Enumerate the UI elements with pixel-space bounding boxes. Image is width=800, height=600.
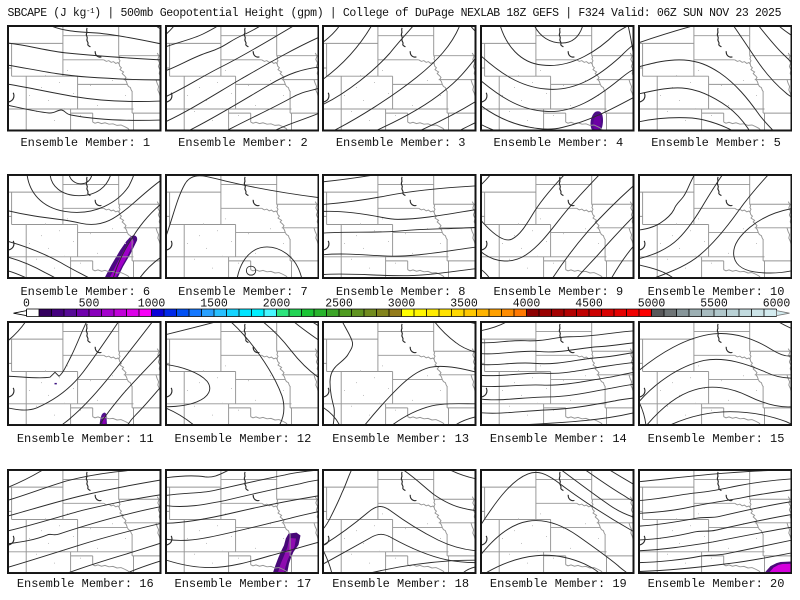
svg-text:4500: 4500 [575, 298, 603, 311]
svg-text:3500: 3500 [450, 298, 478, 311]
svg-text:4000: 4000 [513, 298, 541, 311]
svg-text:1000: 1000 [138, 298, 166, 311]
svg-text:6000: 6000 [763, 298, 791, 311]
svg-text:3000: 3000 [388, 298, 416, 311]
svg-text:5500: 5500 [700, 298, 728, 311]
svg-text:5000: 5000 [638, 298, 666, 311]
svg-text:500: 500 [79, 298, 100, 311]
svg-text:2000: 2000 [263, 298, 291, 311]
svg-text:1500: 1500 [200, 298, 228, 311]
svg-text:0: 0 [23, 298, 30, 311]
svg-text:2500: 2500 [325, 298, 353, 311]
